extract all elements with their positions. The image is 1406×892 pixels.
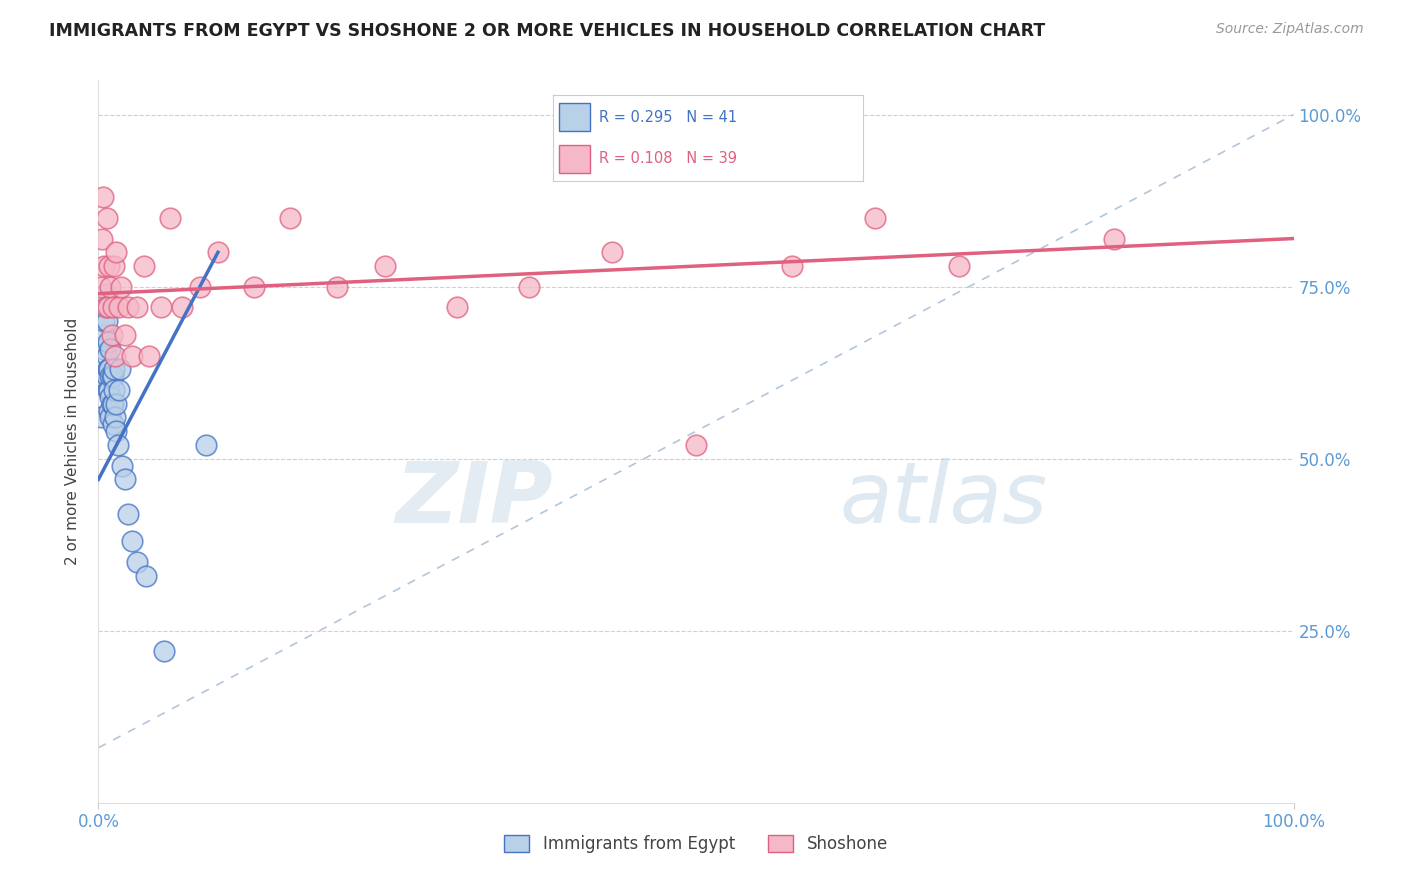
Point (98, 410, 122, 425)
Point (100, 369, 122, 384)
Point (326, 279, 349, 293)
Point (243, 279, 266, 293)
Point (117, 301, 139, 315)
Point (103, 259, 125, 273)
Point (98, 369, 122, 384)
Point (93, 327, 115, 342)
Point (780, 259, 803, 273)
Point (125, 301, 148, 315)
Point (91, 369, 114, 384)
Text: Source: ZipAtlas.com: Source: ZipAtlas.com (1216, 22, 1364, 37)
Point (602, 245, 624, 260)
Point (107, 301, 129, 315)
Point (98, 383, 121, 397)
Point (195, 438, 218, 452)
Point (91, 190, 114, 204)
Point (93, 259, 115, 273)
Point (101, 301, 124, 315)
Point (96, 349, 118, 363)
Point (98, 259, 121, 273)
Point (207, 245, 229, 260)
Point (97, 301, 120, 315)
Point (111, 458, 134, 473)
Point (517, 279, 540, 293)
Point (91, 342, 114, 356)
Point (98, 362, 121, 376)
Point (153, 644, 176, 658)
Text: atlas: atlas (839, 458, 1047, 541)
Point (446, 301, 468, 315)
Y-axis label: 2 or more Vehicles in Household: 2 or more Vehicles in Household (65, 318, 80, 566)
Point (96, 369, 118, 384)
Point (948, 259, 970, 273)
Point (110, 279, 132, 293)
Point (149, 301, 172, 315)
Point (104, 410, 127, 425)
Point (98, 279, 122, 293)
Point (121, 534, 143, 549)
Point (94, 286, 117, 301)
Point (96, 211, 118, 225)
Point (125, 555, 148, 569)
Point (132, 259, 155, 273)
Point (101, 397, 124, 411)
Point (90, 279, 112, 293)
Point (374, 259, 396, 273)
Point (105, 397, 128, 411)
Point (98, 390, 122, 404)
Point (172, 301, 194, 315)
Point (93, 314, 115, 328)
Point (103, 383, 125, 397)
Point (100, 327, 122, 342)
Point (101, 417, 124, 432)
Point (90, 410, 112, 425)
Point (104, 349, 127, 363)
Point (97, 362, 120, 376)
Point (97, 383, 120, 397)
Point (1104, 231, 1126, 245)
Point (98, 403, 121, 417)
Point (121, 349, 143, 363)
Point (96, 314, 118, 328)
Point (103, 362, 125, 376)
Point (105, 245, 128, 260)
Point (94, 301, 117, 315)
Point (107, 438, 129, 452)
Point (108, 362, 131, 376)
Point (135, 568, 157, 582)
Point (91, 231, 114, 245)
Text: IMMIGRANTS FROM EGYPT VS SHOSHONE 2 OR MORE VEHICLES IN HOUSEHOLD CORRELATION CH: IMMIGRANTS FROM EGYPT VS SHOSHONE 2 OR M… (49, 22, 1046, 40)
Point (114, 327, 136, 342)
Point (94, 301, 117, 315)
Point (278, 211, 301, 225)
Point (685, 438, 707, 452)
Point (865, 211, 887, 225)
Point (101, 369, 124, 384)
Point (98, 342, 122, 356)
Point (107, 383, 129, 397)
Point (117, 507, 139, 521)
Point (138, 349, 160, 363)
Legend: Immigrants from Egypt, Shoshone: Immigrants from Egypt, Shoshone (498, 828, 894, 860)
Point (100, 397, 122, 411)
Text: ZIP: ZIP (395, 458, 553, 541)
Point (97, 334, 120, 349)
Point (105, 424, 128, 438)
Point (159, 211, 181, 225)
Point (188, 279, 211, 293)
Point (114, 472, 136, 486)
